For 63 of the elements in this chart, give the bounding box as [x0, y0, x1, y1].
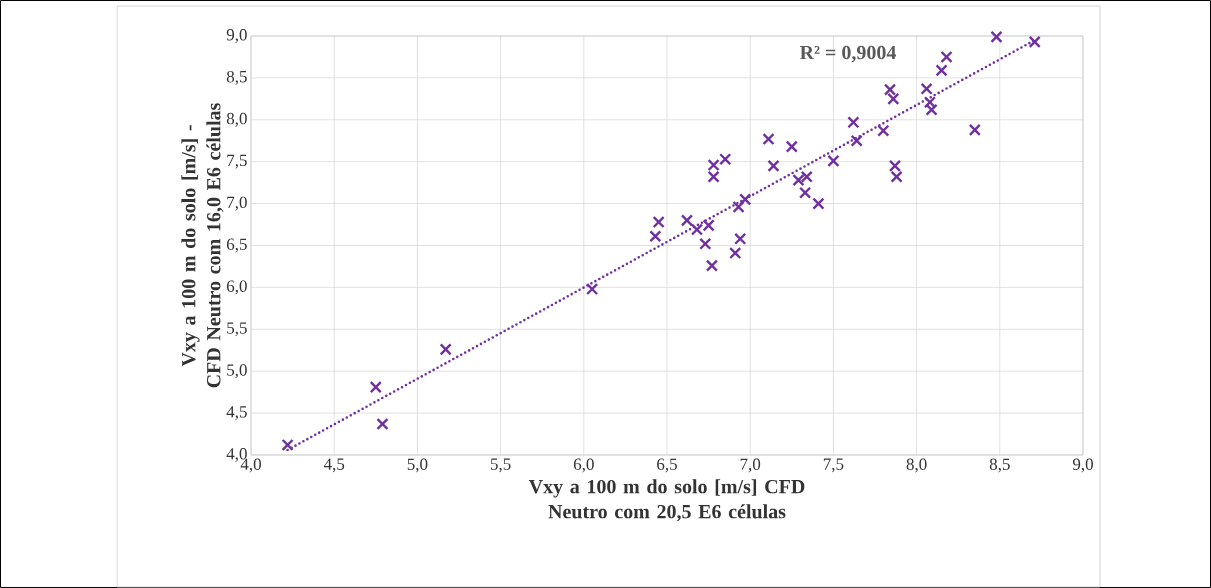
y-tick-label: 6,5 [226, 238, 247, 253]
point [785, 140, 798, 153]
point [690, 223, 704, 236]
x-tick-label: 4,5 [323, 458, 345, 473]
point [968, 123, 981, 136]
y-tick-label: 7,0 [227, 196, 247, 211]
y-tick-label: 5,0 [227, 364, 247, 379]
point [883, 83, 897, 96]
point [649, 230, 662, 243]
point [925, 103, 938, 116]
x-tick-label: 7,5 [823, 458, 844, 473]
point [699, 237, 712, 250]
point [1028, 35, 1041, 49]
point [376, 417, 389, 431]
x-axis-title: Vxy a 100 m do solo [m/s] CFD Neutro com 20,5 E6 células [528, 479, 805, 522]
point [888, 159, 902, 173]
point [767, 159, 780, 173]
point [369, 380, 382, 394]
point [890, 170, 903, 183]
point [705, 259, 719, 272]
y-tick-label: 8,5 [226, 70, 247, 85]
y-tick-label: 9,0 [226, 29, 247, 43]
point [847, 116, 860, 129]
point [935, 64, 948, 77]
point [990, 30, 1003, 43]
point [920, 82, 933, 95]
y-tick-label: 5,5 [227, 322, 247, 337]
x-tick-label: 5,0 [407, 458, 428, 473]
y-tick-label: 4,5 [226, 406, 247, 420]
x-tick-label: 5,5 [490, 458, 511, 473]
point [707, 170, 720, 183]
point [734, 232, 747, 245]
point [439, 343, 452, 356]
point [702, 219, 715, 232]
point [652, 215, 665, 229]
point [798, 186, 812, 199]
x-tick-label: 6,5 [657, 458, 677, 473]
x-tick-label: 6,0 [573, 458, 594, 473]
point [719, 153, 732, 166]
point [923, 96, 937, 109]
point [729, 246, 742, 260]
point [877, 124, 890, 137]
y-tick-label: 8,0 [226, 112, 247, 127]
point [940, 50, 953, 64]
point [812, 197, 825, 210]
annotation: R² = 0,9004 [799, 45, 897, 63]
y-tick-label: 7,5 [227, 154, 247, 169]
point [850, 134, 863, 147]
point [732, 200, 745, 214]
point [680, 214, 694, 227]
x-tick-label: 8,0 [906, 458, 927, 473]
point [739, 193, 752, 206]
point [762, 132, 775, 146]
y-tick-label: 6,0 [226, 280, 247, 295]
point [827, 154, 840, 167]
point [281, 438, 294, 452]
point [585, 282, 599, 296]
x-tick-label: 7,0 [740, 458, 761, 473]
y-axis-title: Vxy a 100 m do solo [m/s] - CFD Neutro com 16,0 E6 células [181, 103, 224, 388]
point [887, 92, 900, 105]
x-tick-label: 8,5 [989, 458, 1010, 473]
x-tick-label: 9,0 [1072, 458, 1093, 473]
point [707, 158, 720, 172]
